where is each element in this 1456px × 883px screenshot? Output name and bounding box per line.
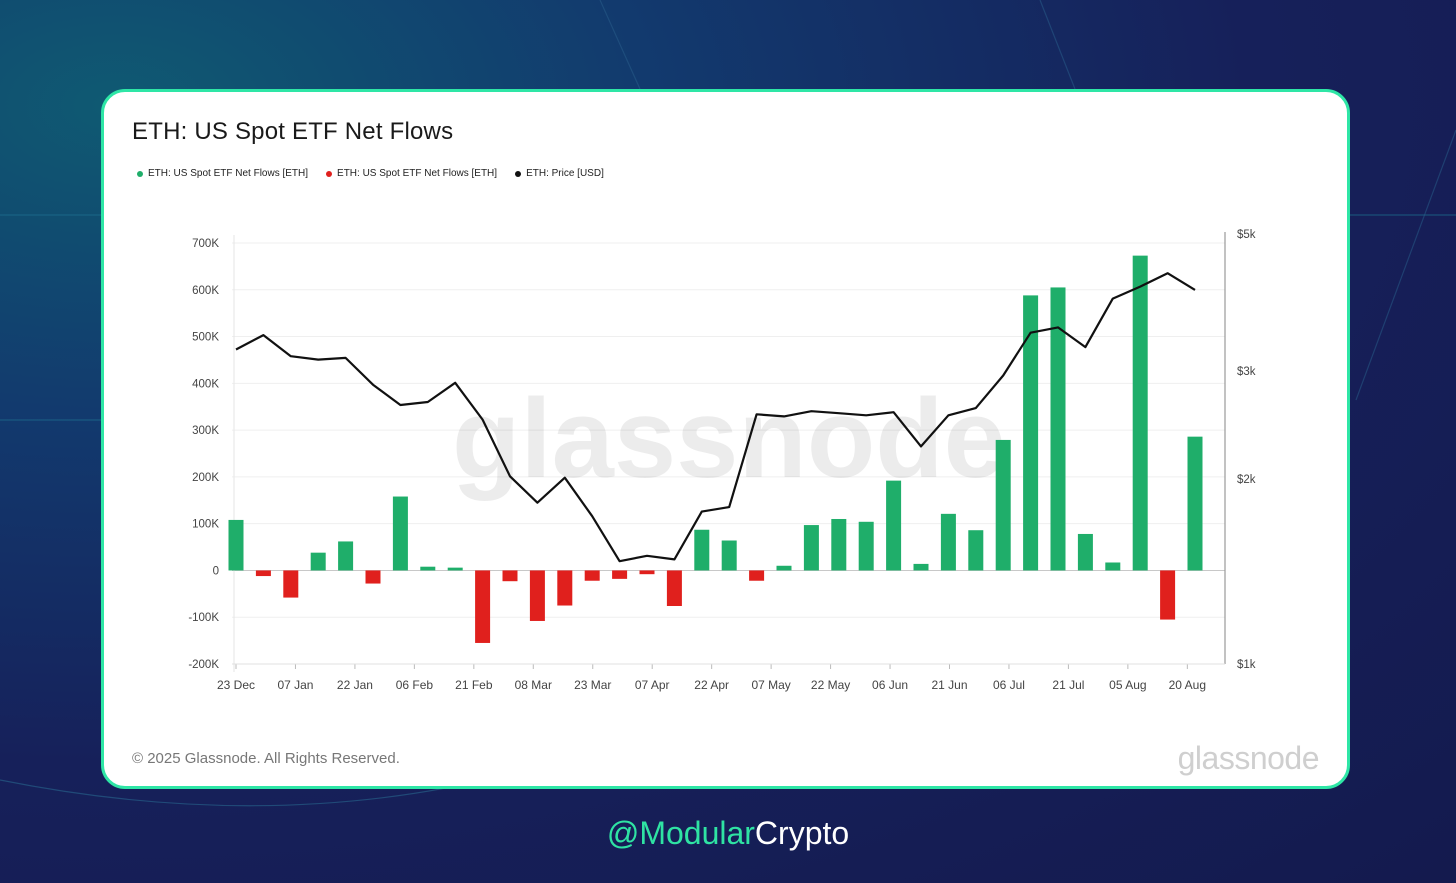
inflow-bar[interactable]: [913, 563, 929, 571]
chart-card: ETH: US Spot ETF Net Flows ETH: US Spot …: [101, 89, 1350, 789]
inflow-bar[interactable]: [776, 565, 792, 571]
x-tick-label: 06 Jul: [993, 678, 1025, 692]
inflow-bar[interactable]: [995, 439, 1011, 571]
handle-part-modular: @Modular: [606, 815, 755, 851]
x-tick-label: 06 Jun: [872, 678, 908, 692]
inflow-bar[interactable]: [1105, 562, 1121, 571]
y-tick-label: 100K: [192, 519, 219, 531]
legend-item-inflows[interactable]: ETH: US Spot ETF Net Flows [ETH]: [137, 168, 308, 179]
legend-item-price[interactable]: ETH: Price [USD]: [515, 168, 604, 179]
copyright-notice: © 2025 Glassnode. All Rights Reserved.: [132, 750, 400, 767]
outflow-bar[interactable]: [365, 570, 381, 584]
x-tick-label: 20 Aug: [1169, 678, 1206, 692]
outflow-bar[interactable]: [475, 570, 491, 643]
inflow-bar[interactable]: [1077, 533, 1093, 571]
y-tick-label: 600K: [192, 285, 219, 297]
outflow-bar[interactable]: [749, 570, 765, 581]
inflow-bar[interactable]: [1132, 255, 1148, 571]
inflow-bar[interactable]: [940, 513, 956, 571]
legend-dot-outflows: [326, 170, 333, 177]
inflow-bar[interactable]: [392, 496, 408, 571]
inflow-bar[interactable]: [968, 530, 984, 571]
x-tick-label: 22 May: [811, 678, 850, 692]
inflow-bar[interactable]: [1050, 287, 1066, 571]
y-tick-label: 300K: [192, 425, 219, 437]
legend-label-price: ETH: Price [USD]: [526, 168, 604, 179]
outflow-bar[interactable]: [666, 570, 682, 606]
inflow-bar[interactable]: [886, 480, 902, 571]
outflow-bar[interactable]: [529, 570, 545, 621]
handle-part-crypto: Crypto: [754, 815, 850, 851]
inflow-bar[interactable]: [420, 566, 436, 571]
y-tick-label: 200K: [192, 472, 219, 484]
y-tick-label: -200K: [188, 659, 219, 671]
x-tick-label: 07 May: [751, 678, 790, 692]
x-tick-label: 08 Mar: [515, 678, 552, 692]
y2-tick-label: $1k: [1237, 659, 1256, 671]
x-tick-label: 21 Jul: [1052, 678, 1084, 692]
inflow-bar[interactable]: [447, 567, 463, 571]
y2-tick-label: $5k: [1237, 229, 1256, 241]
legend-dot-price: [515, 170, 522, 177]
inflow-bar[interactable]: [1187, 436, 1203, 571]
legend-label-outflows: ETH: US Spot ETF Net Flows [ETH]: [337, 168, 498, 179]
legend-label-inflows: ETH: US Spot ETF Net Flows [ETH]: [148, 168, 309, 179]
inflow-bar[interactable]: [858, 521, 874, 571]
y-tick-label: 0: [213, 565, 219, 577]
outflow-bar[interactable]: [557, 570, 573, 606]
outflow-bar[interactable]: [502, 570, 518, 582]
x-tick-label: 07 Apr: [635, 678, 670, 692]
x-tick-label: 07 Jan: [277, 678, 313, 692]
outflow-bar[interactable]: [584, 570, 600, 581]
y-tick-label: 400K: [192, 378, 219, 390]
x-tick-label: 23 Mar: [574, 678, 611, 692]
inflow-bar[interactable]: [228, 519, 244, 571]
outflow-bar[interactable]: [255, 570, 271, 577]
x-tick-label: 05 Aug: [1109, 678, 1146, 692]
inflow-bar[interactable]: [338, 541, 354, 571]
inflow-bar[interactable]: [694, 529, 710, 571]
inflow-bar[interactable]: [831, 518, 847, 571]
y2-tick-label: $2k: [1237, 474, 1256, 486]
chart-title: ETH: US Spot ETF Net Flows: [132, 118, 454, 145]
x-tick-label: 23 Dec: [217, 678, 255, 692]
outflow-bar[interactable]: [612, 570, 628, 579]
glassnode-logo: glassnode: [1177, 740, 1320, 776]
outflow-bar[interactable]: [1160, 570, 1176, 620]
inflow-bar[interactable]: [803, 525, 819, 571]
author-handle: @ModularCrypto: [0, 815, 1456, 852]
legend-item-outflows[interactable]: ETH: US Spot ETF Net Flows [ETH]: [326, 168, 497, 179]
inflow-bar[interactable]: [1023, 295, 1039, 571]
price-line: [235, 272, 1196, 563]
legend-dot-inflows: [137, 170, 143, 177]
outflow-bar[interactable]: [283, 570, 299, 598]
x-tick-label: 21 Jun: [931, 678, 967, 692]
inflow-bar[interactable]: [721, 540, 737, 571]
y-tick-label: -100K: [188, 612, 219, 624]
x-tick-label: 06 Feb: [396, 678, 434, 692]
x-tick-label: 22 Jan: [337, 678, 373, 692]
x-tick-label: 22 Apr: [694, 678, 729, 692]
watermark-text: glassnode: [452, 376, 1006, 501]
chart-plot: glassnode -200K -100K 0 100K 200K 300K 400K 500…: [188, 229, 1256, 692]
chart-legend: ETH: US Spot ETF Net Flows [ETH] ETH: US…: [137, 168, 604, 179]
y2-tick-label: $3k: [1237, 366, 1256, 378]
inflow-bar[interactable]: [310, 552, 326, 571]
y-tick-label: 500K: [192, 332, 219, 344]
x-tick-label: 21 Feb: [455, 678, 493, 692]
y-tick-label: 700K: [192, 238, 219, 250]
outflow-bar[interactable]: [639, 570, 655, 575]
